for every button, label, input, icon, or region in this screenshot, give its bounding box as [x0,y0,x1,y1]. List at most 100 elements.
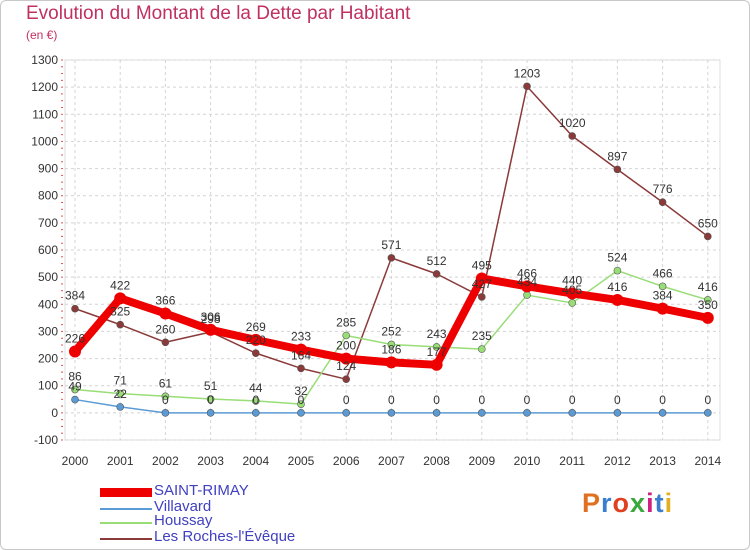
data-point [385,356,398,369]
data-label: 233 [291,330,311,344]
data-point [297,400,305,408]
data-point [116,320,124,329]
data-point [613,165,622,174]
data-point [613,266,622,275]
y-tick-label: -100 [34,433,58,447]
y-tick-label: 1200 [31,80,58,94]
data-label: 243 [427,327,447,341]
data-label: 0 [388,393,395,407]
data-point [523,409,531,417]
brand-logo: Proxiti [582,488,674,518]
data-label: 0 [614,393,621,407]
data-label: 524 [607,251,627,265]
data-point [701,311,714,324]
data-label: 285 [336,316,356,330]
x-tick-label: 2008 [423,454,450,468]
y-tick-label: 100 [38,379,58,393]
legend-swatch [100,538,152,540]
data-label: 650 [698,216,718,230]
legend-label: Les Roches-l'Évêque [154,528,296,545]
x-tick-label: 2001 [107,454,134,468]
data-point [703,296,712,304]
data-label: 776 [653,182,673,196]
data-label: 434 [517,275,537,289]
data-label: 0 [298,393,305,407]
data-point [568,299,577,307]
data-point [116,389,124,398]
data-point [252,397,260,405]
data-label: 571 [381,238,401,252]
data-label: 186 [381,342,401,356]
data-label: 366 [155,294,175,308]
data-point [161,392,170,401]
data-label: 0 [433,393,440,407]
data-label: 0 [252,393,259,407]
chart-title: Evolution du Montant de la Dette par Hab… [26,3,411,24]
data-label: 61 [159,376,173,390]
data-point [249,333,262,346]
chart-subtitle: (en €) [26,28,58,42]
data-label: 0 [207,393,214,407]
legend-swatch [100,488,152,497]
data-label: 235 [472,329,492,343]
data-point [432,270,441,278]
legend-label: Villavard [154,498,212,515]
data-point [432,409,441,417]
data-label: 32 [294,384,308,398]
data-point [206,395,215,403]
data-label: 350 [698,298,718,312]
data-point [69,345,81,358]
legend-swatch [100,522,152,524]
legend-label: SAINT-RIMAY [154,482,249,499]
data-label: 1203 [514,66,541,80]
data-label: 177 [427,345,447,359]
data-point [432,343,441,351]
y-tick-label: 400 [38,297,58,311]
data-label: 124 [336,359,356,373]
data-point [116,403,124,411]
y-tick-label: 700 [38,216,58,230]
data-label: 0 [478,393,485,407]
y-tick-label: 500 [38,270,58,284]
data-label: 1020 [559,116,586,130]
data-point [523,82,531,91]
data-point [430,358,443,371]
x-tick-label: 2003 [197,454,224,468]
data-point [568,132,577,140]
y-tick-label: 1100 [32,107,58,121]
data-label: 495 [472,259,492,273]
data-label: 22 [114,387,128,401]
data-point [161,409,170,417]
y-tick-label: 1300 [31,53,58,67]
data-point [566,287,579,300]
x-tick-label: 2011 [559,454,585,468]
x-tick-label: 2010 [514,454,541,468]
data-point [252,409,260,417]
data-point [161,338,170,347]
data-label: 897 [607,149,627,163]
data-point [387,254,396,262]
data-point [703,232,712,241]
data-label: 416 [607,280,627,294]
legend-label: Houssay [154,512,213,529]
data-label: 466 [517,266,537,280]
data-point [340,352,353,365]
data-label: 71 [114,374,128,388]
data-label: 49 [68,380,82,394]
x-tick-label: 2014 [694,454,721,468]
x-tick-label: 2012 [604,454,631,468]
y-tick-label: 200 [38,352,58,366]
data-point [252,349,260,357]
data-label: 427 [472,277,492,291]
data-label: 164 [291,348,311,362]
data-point [71,385,79,394]
data-point [387,340,396,349]
data-point [656,302,669,315]
y-tick-label: 1000 [31,134,58,148]
data-label: 220 [246,333,266,347]
data-label: 0 [659,393,666,407]
x-tick-label: 2005 [288,454,315,468]
data-label: 512 [427,254,447,268]
data-label: 0 [162,393,169,407]
y-tick-label: 800 [38,189,58,203]
